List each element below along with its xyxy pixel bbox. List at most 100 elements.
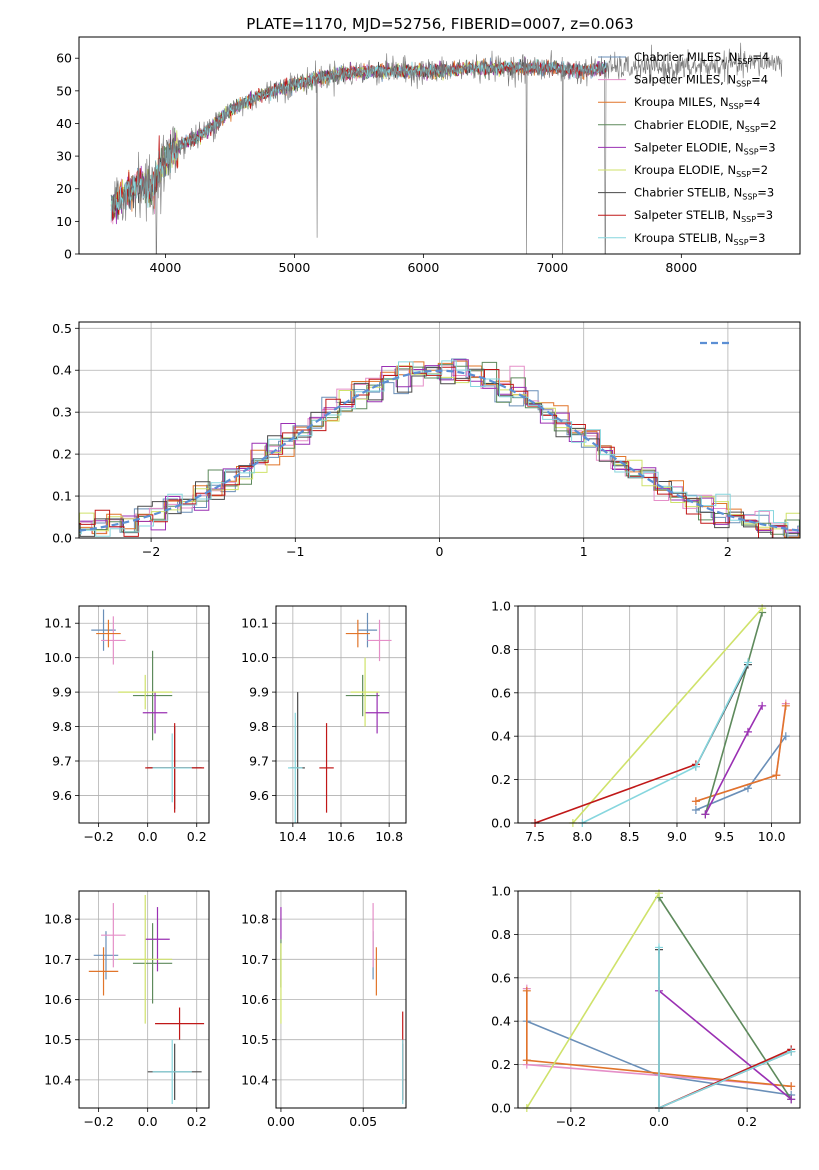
y-tick-label: 0.2	[491, 772, 511, 787]
x-tick-label: 0.00	[267, 1114, 295, 1129]
axes-frame	[78, 605, 210, 824]
y-tick-label: 9.6	[52, 788, 72, 803]
axes-frame	[78, 890, 210, 1109]
x-tick-label: 9.0	[667, 829, 687, 844]
data-point	[118, 674, 173, 710]
y-tick-label: 9.9	[249, 685, 269, 700]
x-tick-label: 0.2	[737, 1114, 757, 1129]
histogram-step	[79, 361, 800, 536]
legend-label: Kroupa STELIB, NSSP=3	[634, 231, 765, 247]
legend-label-sub: SSP	[729, 102, 744, 111]
series-marker	[743, 658, 752, 667]
y-tick-label: 0.1	[52, 489, 72, 504]
panel-mass-weight-vs-Z: −0.2 0.0 0.2 0.0 0.2 0.4 0.6 0.8 1.0	[491, 884, 801, 1129]
legend-label: Salpeter STELIB, NSSP=3	[634, 208, 773, 224]
legend-label-sub: SSP	[737, 57, 752, 66]
panel-mass-vs-EBV: 0.00 0.05 10.4 10.5 10.6 10.7 10.8	[241, 890, 407, 1129]
histogram-step	[79, 358, 800, 537]
model-line	[110, 59, 607, 220]
x-tick-label: 4000	[150, 260, 182, 275]
series-line	[534, 763, 697, 823]
axes-frame	[275, 605, 407, 824]
y-tick-label: 0.6	[491, 970, 511, 985]
x-tick-label: −0.2	[83, 829, 113, 844]
data-point	[88, 947, 119, 996]
y-tick-label: 10.8	[241, 912, 269, 927]
normal-reference-curve	[79, 369, 800, 532]
data-point	[288, 712, 303, 823]
y-tick-label: 10.0	[44, 650, 72, 665]
series-line	[572, 607, 763, 823]
y-tick-label: 9.7	[249, 754, 269, 769]
panel-mass-vs-Z: −0.2 0.0 0.2 10.4 10.5 10.6 10.7 10.8	[44, 890, 210, 1129]
data-point	[145, 907, 170, 972]
legend-label-main: Salpeter MILES, N	[634, 73, 736, 87]
y-tick-label: 9.6	[249, 788, 269, 803]
legend-label-tail: =2	[760, 118, 777, 132]
legend-label-main: Salpeter ELODIE, N	[634, 140, 744, 154]
data-point	[93, 931, 119, 980]
legend-label-tail: =3	[756, 208, 773, 222]
histogram-step	[79, 364, 800, 534]
legend-label: Kroupa ELODIE, NSSP=2	[634, 163, 768, 179]
series-line	[526, 892, 660, 1108]
x-tick-label: 10.0	[758, 829, 786, 844]
series-line	[704, 612, 763, 815]
legend-label-sub: SSP	[744, 147, 759, 156]
data-point	[152, 1039, 192, 1104]
x-tick-label: 10.6	[327, 829, 355, 844]
observed-spectrum	[110, 42, 783, 254]
series-marker	[691, 797, 700, 806]
legend-label-main: Kroupa ELODIE, N	[634, 163, 736, 177]
y-tick-label: 10	[56, 214, 72, 229]
x-tick-label: 0.2	[187, 829, 207, 844]
data-point	[345, 619, 370, 648]
legend-label-tail: =4	[744, 95, 761, 109]
legend-label: Chabrier STELIB, NSSP=3	[634, 186, 774, 202]
legend-label-sub: SSP	[741, 215, 756, 224]
x-tick-label: 7000	[536, 260, 568, 275]
x-tick-label: 6000	[407, 260, 439, 275]
y-tick-label: 0.0	[52, 531, 72, 546]
y-tick-label: 1.0	[491, 884, 511, 899]
x-tick-label: 0	[436, 544, 444, 559]
x-tick-label: 0.2	[187, 1114, 207, 1129]
data-point	[91, 609, 116, 651]
y-tick-label: 0.3	[52, 405, 72, 420]
x-tick-label: −1	[286, 544, 304, 559]
y-tick-label: 0.4	[491, 729, 511, 744]
panel-residual-histogram: −2 −1 0 1 2 0.0 0.1 0.2 0.3 0.4 0.5	[52, 321, 801, 559]
x-tick-label: −0.2	[83, 1114, 113, 1129]
series-marker	[787, 1082, 796, 1091]
legend-label-tail: =2	[751, 163, 768, 177]
data-point	[365, 692, 390, 734]
legend-label: Salpeter MILES, NSSP=4	[634, 73, 768, 89]
legend-label-tail: =3	[757, 186, 774, 200]
series-line	[704, 705, 763, 815]
data-point	[345, 674, 380, 717]
series-marker	[772, 771, 781, 780]
legend-label: Chabrier MILES, NSSP=4	[634, 50, 769, 66]
y-tick-label: 40	[56, 116, 72, 131]
x-tick-label: 0.05	[349, 1114, 377, 1129]
y-tick-label: 0.2	[52, 447, 72, 462]
data-point	[118, 895, 173, 1024]
series-line	[658, 990, 792, 1100]
y-tick-label: 10.5	[44, 1032, 72, 1047]
series-line	[658, 897, 792, 1100]
data-point	[96, 619, 121, 648]
panel-age-vs-Z: −0.2 0.0 0.2 9.6 9.7 9.8 9.9 10.0 10.1	[44, 605, 210, 844]
data-point	[367, 619, 392, 662]
data-point	[101, 903, 126, 968]
legend-label-main: Kroupa STELIB, N	[634, 231, 734, 245]
data-point	[319, 723, 334, 813]
x-tick-label: 9.5	[714, 829, 734, 844]
legend-label-main: Salpeter STELIB, N	[634, 208, 741, 222]
data-point	[155, 1007, 205, 1040]
y-tick-label: 0.0	[491, 816, 511, 831]
y-tick-label: 0.8	[491, 927, 511, 942]
y-tick-label: 10.6	[241, 992, 269, 1007]
legend-label-tail: =3	[749, 231, 766, 245]
x-tick-label: 5000	[278, 260, 310, 275]
